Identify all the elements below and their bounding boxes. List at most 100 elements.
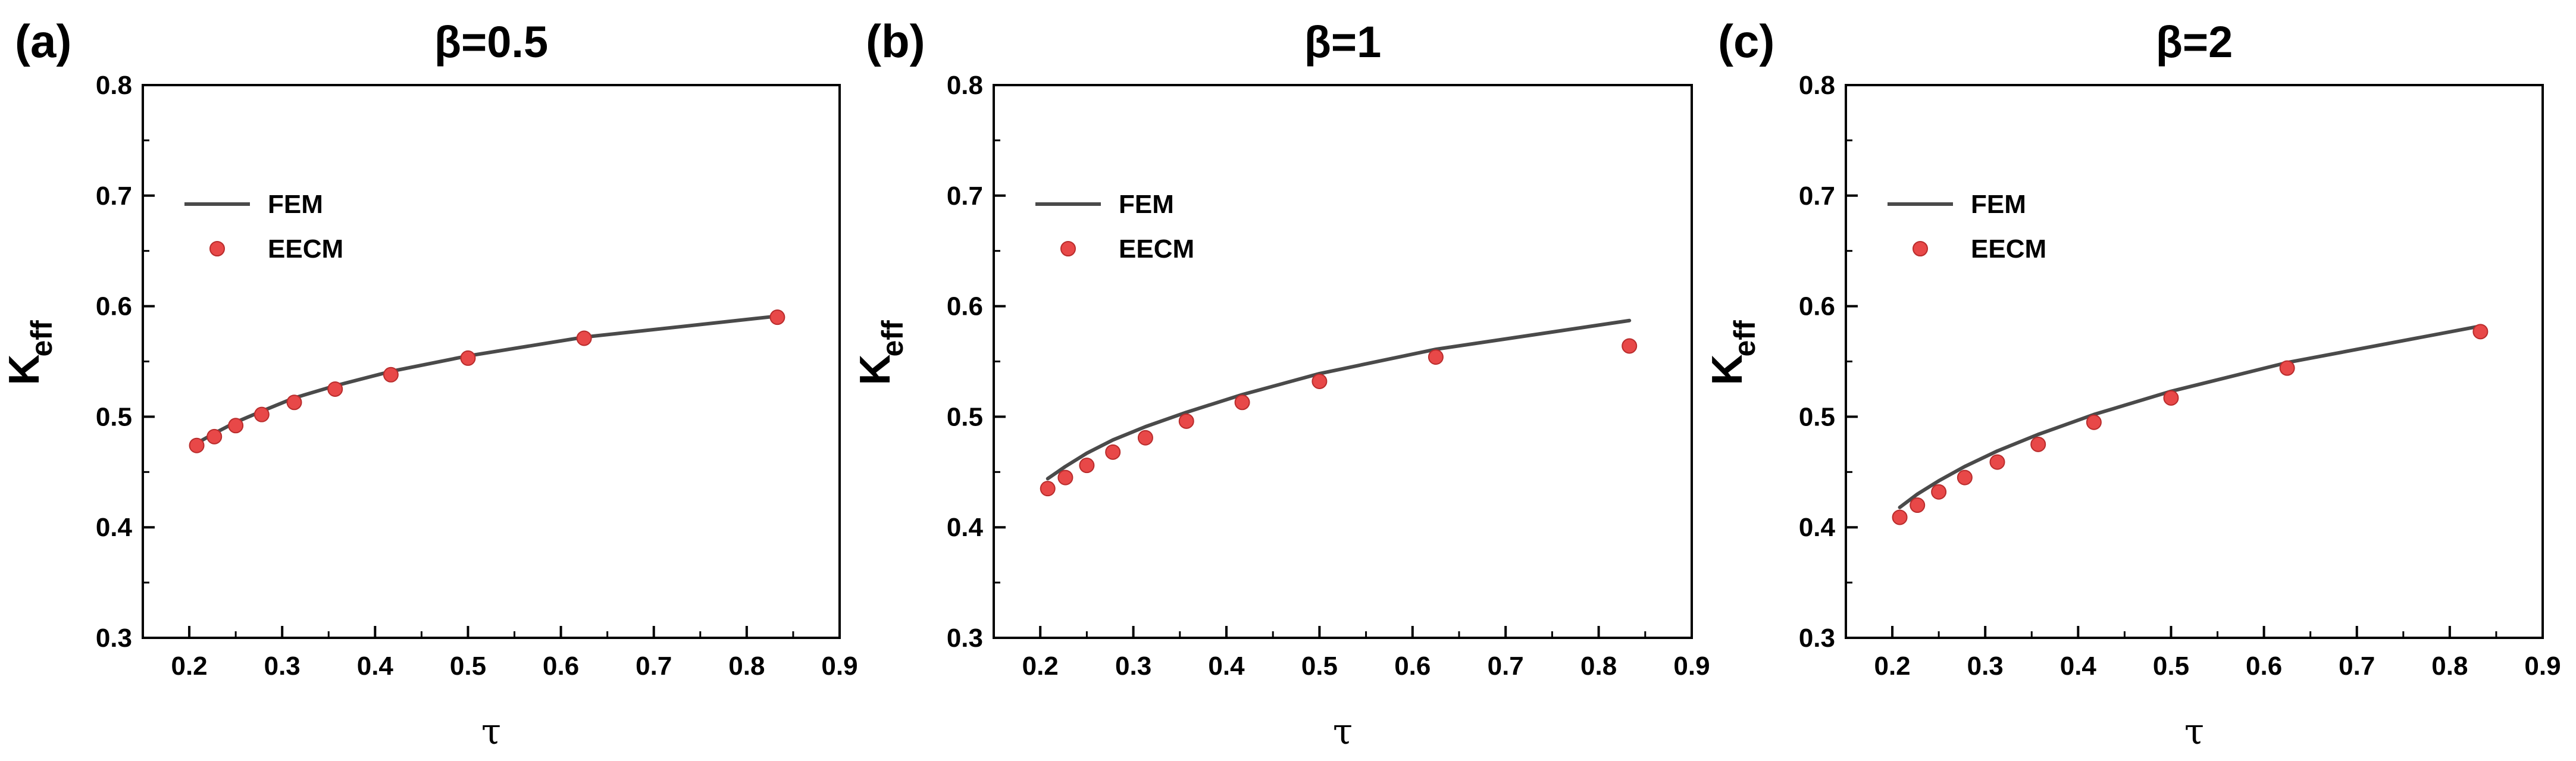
- data-point-eecm: [2279, 360, 2295, 376]
- y-axis-label-subscript: eff: [1728, 320, 1761, 356]
- data-point-eecm: [2086, 414, 2102, 430]
- data-point-eecm: [2472, 324, 2489, 340]
- y-axis-label-subscript: eff: [876, 320, 909, 356]
- legend-label-fem: FEM: [268, 190, 323, 219]
- x-tick-label: 0.6: [2246, 652, 2282, 681]
- x-tick-label: 0.2: [1874, 652, 1910, 681]
- data-point-eecm: [1057, 469, 1073, 486]
- x-tick-label: 0.7: [1488, 652, 1524, 681]
- data-point-eecm: [189, 437, 205, 453]
- x-axis-label: τ: [481, 711, 501, 753]
- x-tick-label: 0.9: [821, 652, 857, 681]
- legend-marker-eecm: [1060, 241, 1076, 256]
- y-tick-label: 0.8: [96, 71, 132, 100]
- y-tick-label: 0.4: [947, 513, 984, 542]
- data-point-eecm: [1892, 509, 1908, 525]
- x-tick-label: 0.2: [1022, 652, 1059, 681]
- legend-marker-eecm: [209, 241, 225, 256]
- chart-panel: 0.3 0.4 0.5 0.6 0.7 0.8 0.2 0.3 0.4 0.5 0.6 0.7 0.8 0…: [1704, 15, 2561, 753]
- data-point-eecm: [1234, 394, 1250, 411]
- data-point-eecm: [383, 367, 399, 383]
- series-line-fem: [195, 314, 780, 445]
- legend-label-fem: FEM: [1971, 190, 2026, 219]
- data-point-eecm: [2030, 436, 2046, 452]
- x-tick-label: 0.3: [264, 652, 301, 681]
- chart-title: β=1: [1304, 17, 1382, 67]
- x-tick-label: 0.8: [1580, 652, 1617, 681]
- legend-marker-eecm: [1913, 241, 1928, 256]
- x-axis-label: τ: [1333, 711, 1353, 753]
- series-line-fem: [1898, 324, 2483, 509]
- chart-panel: 0.3 0.4 0.5 0.6 0.7 0.8 0.2 0.3 0.4 0.5 0.6 0.7 0.8 0…: [852, 15, 1710, 753]
- x-tick-label: 0.3: [1967, 652, 2004, 681]
- y-tick-label: 0.7: [96, 181, 132, 211]
- y-tick-label: 0.4: [96, 513, 133, 542]
- legend-label-eecm: EECM: [1971, 234, 2046, 264]
- data-point-eecm: [1312, 373, 1328, 389]
- data-point-eecm: [1910, 497, 1926, 513]
- x-axis-label: τ: [2184, 711, 2204, 753]
- data-point-eecm: [1105, 444, 1121, 460]
- x-tick-label: 0.8: [2431, 652, 2468, 681]
- chart-title: β=0.5: [434, 17, 548, 67]
- series-line-fem: [1046, 318, 1632, 481]
- plot-frame: [993, 84, 1693, 639]
- x-tick-label: 0.6: [1394, 652, 1431, 681]
- x-tick-label: 0.5: [450, 652, 486, 681]
- data-point-eecm: [253, 406, 270, 422]
- data-point-eecm: [1178, 413, 1194, 429]
- y-tick-label: 0.6: [1799, 292, 1835, 321]
- x-tick-label: 0.7: [2339, 652, 2375, 681]
- data-point-eecm: [228, 418, 244, 434]
- y-tick-label: 0.6: [96, 292, 132, 321]
- data-point-eecm: [1622, 338, 1638, 354]
- x-tick-label: 0.9: [1673, 652, 1710, 681]
- data-point-eecm: [286, 394, 302, 411]
- data-point-eecm: [1989, 454, 2005, 470]
- data-point-eecm: [1079, 458, 1095, 474]
- y-tick-label: 0.5: [947, 402, 983, 431]
- y-axis-label-subscript: eff: [25, 320, 58, 356]
- x-tick-label: 0.4: [357, 652, 394, 681]
- x-tick-label: 0.2: [171, 652, 207, 681]
- panel-label: (a): [15, 15, 71, 67]
- data-point-eecm: [1137, 430, 1153, 446]
- y-tick-label: 0.3: [96, 624, 132, 653]
- plot-frame: [142, 84, 841, 639]
- x-tick-label: 0.3: [1115, 652, 1151, 681]
- legend-label-eecm: EECM: [1119, 234, 1194, 264]
- data-point-eecm: [1040, 481, 1056, 497]
- x-tick-label: 0.9: [2524, 652, 2561, 681]
- y-axis-label-main: K: [1, 355, 48, 386]
- x-tick-label: 0.4: [2060, 652, 2097, 681]
- x-tick-label: 0.4: [1208, 652, 1245, 681]
- data-point-eecm: [769, 309, 785, 325]
- data-point-eecm: [2163, 390, 2179, 406]
- y-tick-label: 0.5: [96, 402, 132, 431]
- x-tick-label: 0.7: [636, 652, 672, 681]
- chart-title: β=2: [2156, 17, 2233, 67]
- y-tick-label: 0.8: [1799, 71, 1835, 100]
- y-tick-label: 0.8: [947, 71, 983, 100]
- legend-label-eecm: EECM: [268, 234, 343, 264]
- y-tick-label: 0.7: [947, 181, 983, 211]
- data-point-eecm: [327, 381, 343, 397]
- data-point-eecm: [1957, 469, 1973, 486]
- x-tick-label: 0.8: [728, 652, 765, 681]
- y-tick-label: 0.3: [947, 624, 983, 653]
- y-tick-label: 0.6: [947, 292, 983, 321]
- data-point-eecm: [1428, 349, 1444, 365]
- x-tick-label: 0.5: [1301, 652, 1338, 681]
- y-tick-label: 0.5: [1799, 402, 1835, 431]
- y-tick-label: 0.4: [1799, 513, 1836, 542]
- legend-label-fem: FEM: [1119, 190, 1174, 219]
- y-axis-label-main: K: [852, 355, 899, 386]
- plot-frame: [1845, 84, 2544, 639]
- data-point-eecm: [460, 350, 476, 366]
- data-point-eecm: [206, 428, 223, 444]
- y-axis-label-main: K: [1704, 355, 1751, 386]
- data-point-eecm: [576, 330, 592, 346]
- data-point-eecm: [1931, 484, 1947, 500]
